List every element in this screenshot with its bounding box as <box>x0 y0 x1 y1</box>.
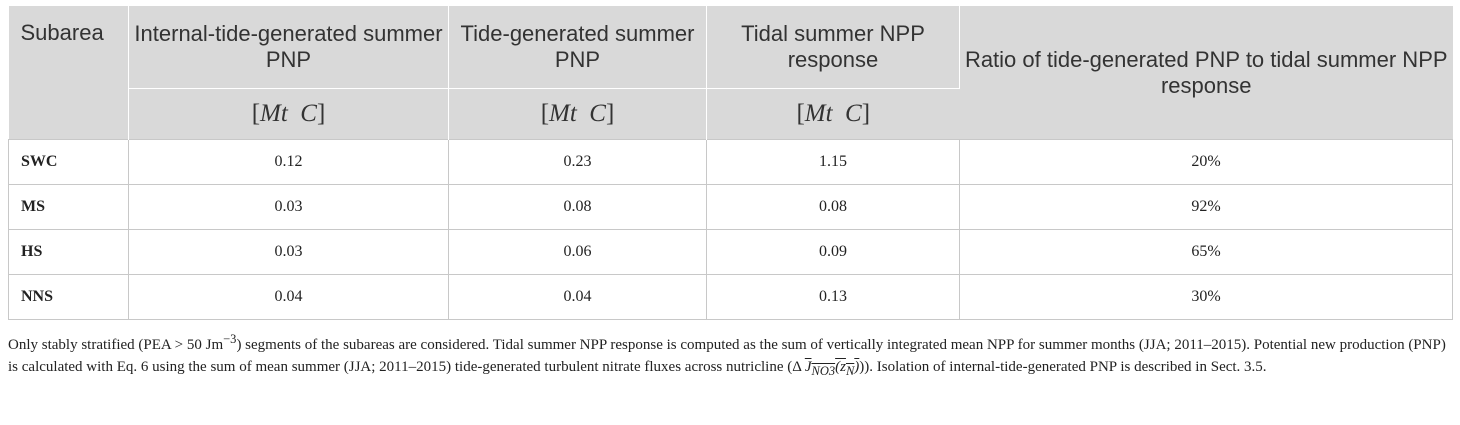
cell-subarea: MS <box>8 184 129 230</box>
cell-tide-pnp: 0.23 <box>448 139 707 185</box>
header-tide-pnp: Tide-generated summer PNP <box>448 6 707 89</box>
cell-ratio: 20% <box>959 139 1453 185</box>
table-row: HS 0.03 0.06 0.09 65% <box>8 229 1453 275</box>
cell-npp-response: 0.09 <box>706 229 960 275</box>
unit-cell: [Mt C] <box>128 88 449 140</box>
header-internal-tide-pnp: Internal-tide-generated summer PNP <box>128 6 449 89</box>
cell-subarea: NNS <box>8 274 129 320</box>
cell-subarea: SWC <box>8 139 129 185</box>
cell-internal-tide-pnp: 0.04 <box>128 274 449 320</box>
cell-npp-response: 0.13 <box>706 274 960 320</box>
unit-cell: [Mt C] <box>448 88 707 140</box>
header-npp-response: Tidal summer NPP response <box>706 6 960 89</box>
header-row: Subarea Internal-tide-generated summer P… <box>8 6 1453 140</box>
cell-tide-pnp: 0.06 <box>448 229 707 275</box>
cell-npp-response: 1.15 <box>706 139 960 185</box>
unit-row: [Mt C] [Mt C] [Mt C] <box>9 88 1453 140</box>
cell-ratio: 65% <box>959 229 1453 275</box>
cell-ratio: 30% <box>959 274 1453 320</box>
table-container: Subarea Internal-tide-generated summer P… <box>8 6 1453 382</box>
table-footnote: Only stably stratified (PEA > 50 Jm−3) s… <box>8 332 1446 378</box>
cell-npp-response: 0.08 <box>706 184 960 230</box>
table-row: SWC 0.12 0.23 1.15 20% <box>8 139 1453 185</box>
cell-internal-tide-pnp: 0.03 <box>128 184 449 230</box>
table-row: MS 0.03 0.08 0.08 92% <box>8 184 1453 230</box>
cell-ratio: 92% <box>959 184 1453 230</box>
header-subarea: Subarea <box>8 6 129 140</box>
unit-cell: [Mt C] <box>706 88 960 140</box>
cell-internal-tide-pnp: 0.03 <box>128 229 449 275</box>
cell-tide-pnp: 0.08 <box>448 184 707 230</box>
table-row: NNS 0.04 0.04 0.13 30% <box>8 274 1453 320</box>
cell-subarea: HS <box>8 229 129 275</box>
cell-internal-tide-pnp: 0.12 <box>128 139 449 185</box>
header-ratio: Ratio of tide-generated PNP to tidal sum… <box>959 6 1453 140</box>
cell-tide-pnp: 0.04 <box>448 274 707 320</box>
data-table: Subarea Internal-tide-generated summer P… <box>8 6 1453 320</box>
